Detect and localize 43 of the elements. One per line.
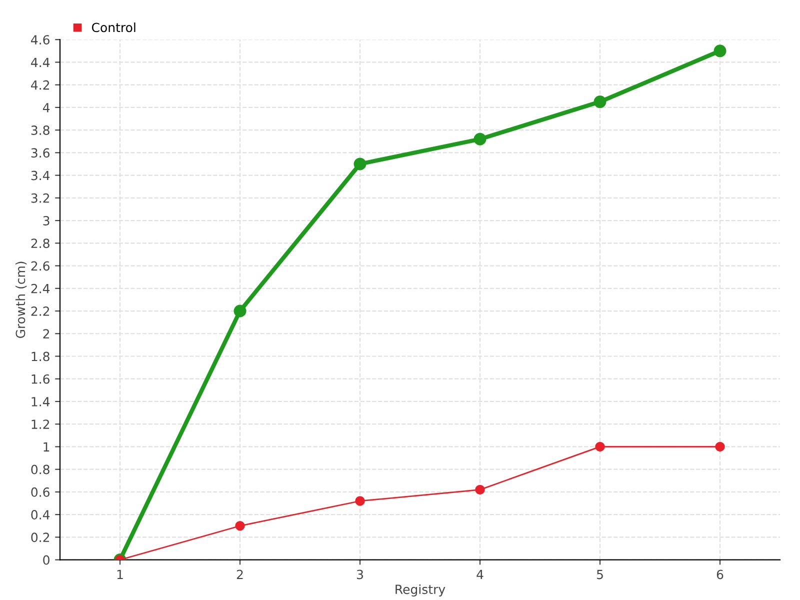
point — [595, 442, 605, 452]
point — [234, 304, 246, 318]
point — [474, 132, 486, 146]
y-tick-label: 1.2 — [32, 420, 50, 429]
point — [594, 96, 606, 108]
y-tick-label: 4.4 — [31, 58, 50, 67]
point — [354, 158, 366, 170]
y-tick-label: 4 — [42, 103, 50, 112]
legend-label: Control — [92, 22, 136, 32]
y-tick-label: 3.6 — [31, 148, 50, 158]
y-tick-label: 1.6 — [32, 374, 50, 384]
y-tick-label: 0.6 — [31, 487, 50, 497]
y-axis-title: Growth (cm) — [16, 262, 27, 338]
y-tick-label: 4.6 — [31, 35, 50, 45]
x-tick-label: 1 — [117, 570, 123, 580]
x-tick-label: 5 — [596, 570, 603, 580]
point — [715, 442, 725, 452]
x-tick-label: 6 — [716, 570, 724, 580]
y-tick-label: 2 — [43, 329, 50, 338]
y-tick-label: 0 — [43, 555, 50, 565]
point — [355, 496, 365, 506]
point — [714, 44, 726, 58]
y-tick-label: 3 — [43, 216, 50, 226]
point — [475, 484, 485, 495]
y-tick-label: 0.2 — [31, 532, 50, 542]
y-tick-label: 2.2 — [31, 306, 50, 316]
y-tick-label: 3.2 — [31, 193, 50, 203]
y-tick-label: 1.4 — [32, 397, 50, 406]
y-tick-label: 2.6 — [31, 261, 50, 271]
x-tick-label: 3 — [356, 570, 363, 580]
y-tick-label: 3.4 — [31, 170, 50, 180]
x-axis-title: Registry — [396, 584, 446, 596]
y-tick-label: 0.4 — [31, 510, 50, 520]
y-tick-label: 1 — [44, 442, 50, 452]
y-tick-label: 2.8 — [31, 238, 50, 248]
y-tick-label: 2.4 — [31, 284, 50, 294]
y-tick-label: 1.8 — [32, 352, 50, 362]
y-tick-label: 3.8 — [31, 126, 50, 135]
point — [235, 521, 245, 531]
x-tick-label: 4 — [476, 570, 484, 580]
x-tick-label: 2 — [236, 570, 243, 580]
y-tick-label: 4.2 — [31, 80, 50, 90]
y-tick-label: 0.8 — [31, 464, 50, 474]
